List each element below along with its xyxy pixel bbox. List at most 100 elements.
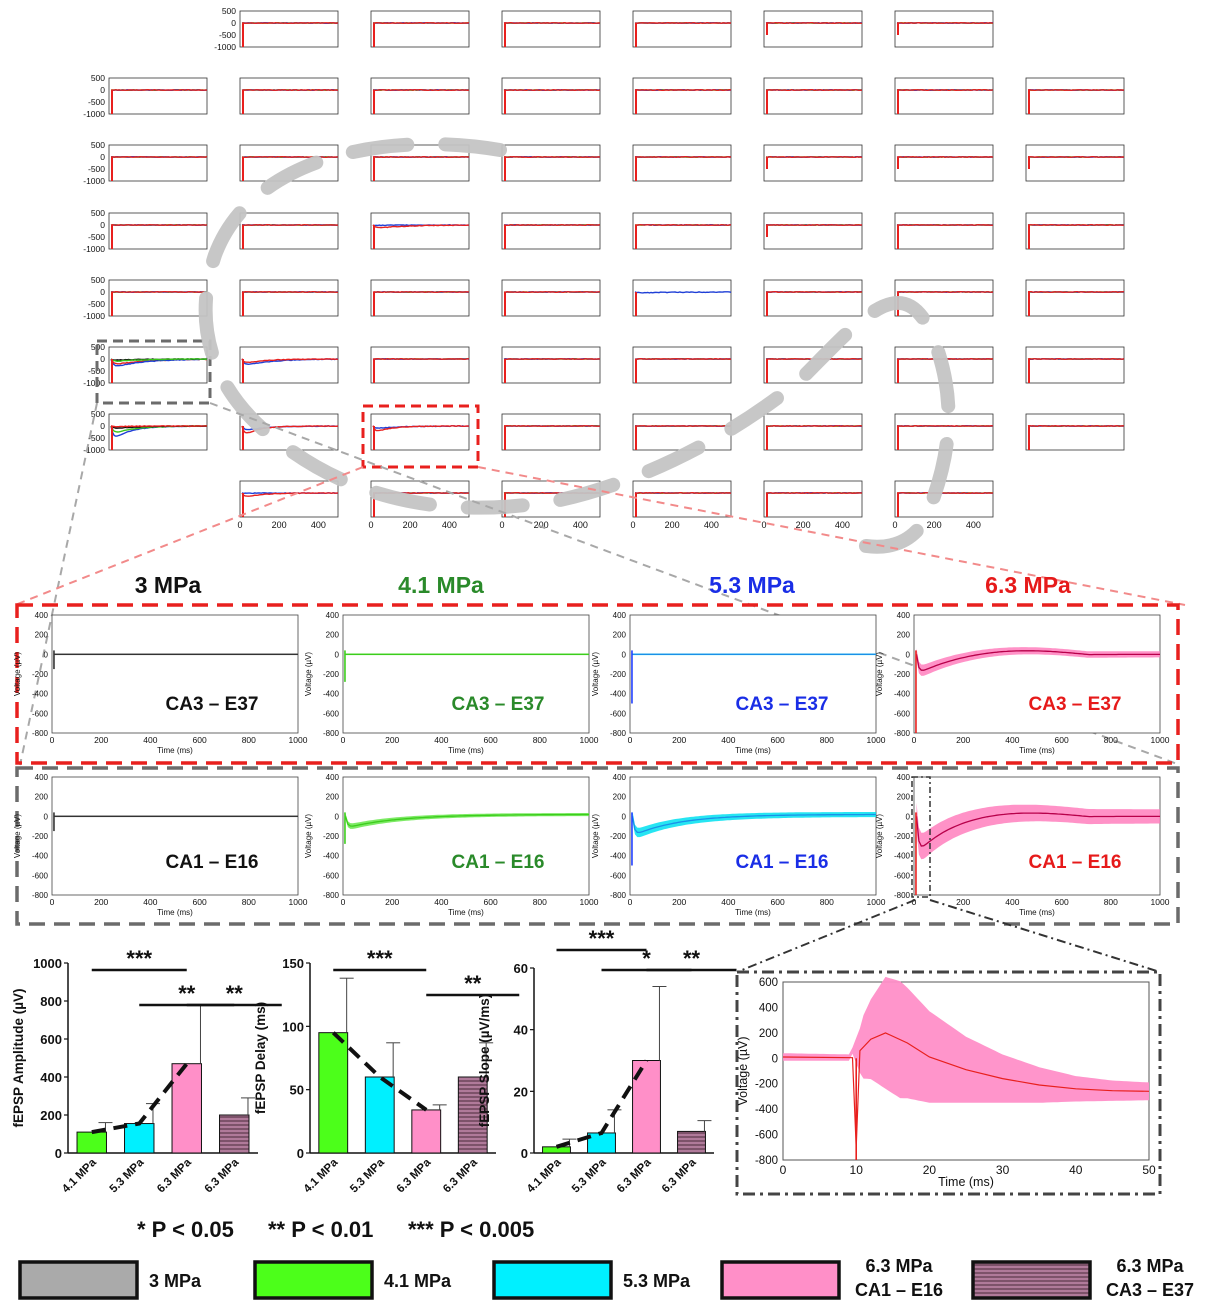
electrode-xtick: 0 [892, 520, 897, 530]
row-label-ca1-4-1: CA1 – E16 [452, 852, 545, 873]
electrode-xtick: 200 [796, 520, 811, 530]
electrode-panel [632, 346, 732, 384]
electrode-panel [632, 212, 732, 250]
electrode-xtick: 400 [573, 520, 588, 530]
electrode-xtick: 0 [237, 520, 242, 530]
row-label-ca3-4-1: CA3 – E37 [452, 694, 545, 715]
electrode-xtick: 400 [311, 520, 326, 530]
trace-xtick: 200 [956, 897, 970, 907]
trace-ylabel: Voltage (µV) [591, 652, 600, 697]
electrode-trace [503, 290, 601, 294]
legend-label: 6.3 MPa [865, 1256, 933, 1276]
trace-ylabel: Voltage (µV) [875, 652, 884, 697]
trace-xtick: 400 [434, 735, 448, 745]
electrode-trace [896, 88, 994, 92]
electrode-trace [241, 358, 339, 364]
electrode-panel [370, 77, 470, 115]
bar [76, 1131, 107, 1154]
electrode-ytick: 500 [91, 208, 105, 218]
electrode-panel [1025, 279, 1125, 317]
trace-xtick: 0 [628, 897, 633, 907]
electrode-trace [1027, 155, 1125, 159]
electrode-ytick: 500 [91, 275, 105, 285]
trace-ytick: 0 [44, 650, 49, 659]
inset-ytick: -800 [755, 1155, 778, 1167]
tissue-outline [14, 137, 1186, 766]
trace-xlabel: Time (ms) [448, 746, 484, 755]
inset-ytick: -400 [755, 1104, 778, 1116]
electrode-grid: 500 0 -500 -1000 500 0 -500 -1000 500 0 -500 -1000 5… [83, 6, 1125, 530]
trace-xtick: 0 [912, 735, 917, 745]
trace-ytick: -400 [610, 852, 627, 861]
inset-connector [736, 899, 916, 973]
electrode-trace [765, 223, 862, 227]
legend: 3 MPa 4.1 MPa 5.3 MPa 6.3 MPa CA1 – E16 6.3 M… [18, 1256, 1194, 1300]
electrode-ytick: 0 [100, 152, 105, 162]
bar [171, 1063, 202, 1154]
electrode-panel [894, 10, 994, 48]
electrode-ytick: 0 [100, 220, 105, 230]
trace-xtick: 600 [1055, 735, 1069, 745]
electrode-panel [1025, 77, 1125, 115]
trace-ylabel: Voltage (µV) [13, 814, 22, 859]
trace-xtick: 1000 [289, 897, 308, 907]
trace-xtick: 1000 [867, 735, 886, 745]
p-value-note-2: ** P < 0.01 [268, 1217, 373, 1242]
significance-stars: *** [367, 946, 393, 971]
electrode-trace [896, 223, 993, 227]
electrode-trace [634, 357, 732, 361]
inset-ylabel: Voltage (µV) [736, 1036, 750, 1105]
electrode-panel [239, 279, 339, 317]
trace-ytick: 200 [35, 793, 49, 802]
electrode-xtick: 400 [835, 520, 850, 530]
pressure-heading-3: 3 MPa [135, 572, 202, 598]
electrode-panel [239, 77, 339, 115]
bar-category-label: 4.1 MPa [60, 1156, 99, 1195]
trace-ytick: 200 [326, 793, 340, 802]
bar-ytick: 20 [514, 1084, 528, 1099]
trace-ytick: 0 [622, 650, 627, 659]
electrode-trace [896, 424, 994, 428]
trace-ytick: -800 [323, 729, 340, 738]
electrode-panel [501, 212, 601, 250]
electrode-panel [763, 279, 863, 317]
inset-xtick: 50 [1142, 1163, 1156, 1177]
trace-xtick: 0 [50, 735, 55, 745]
bar-ytick: 200 [40, 1108, 62, 1123]
electrode-panel [370, 10, 470, 48]
electrode-trace [372, 357, 469, 361]
trace-ytick: -600 [894, 871, 911, 880]
row-label-ca1-3: CA1 – E16 [166, 852, 259, 873]
ca3-group-box [15, 603, 1180, 765]
trace-ytick: 200 [897, 793, 911, 802]
red-highlight-box [361, 404, 480, 469]
bar-category-label: 6.3 MPa [441, 1156, 480, 1195]
bar-category-label: 6.3 MPa [395, 1156, 434, 1195]
electrode-panel [501, 279, 601, 317]
trace-ytick: -400 [32, 690, 49, 699]
electrode-trace [1027, 223, 1125, 227]
bar-ytick: 0 [297, 1146, 304, 1161]
trace-ytick: 400 [35, 773, 49, 782]
electrode-trace [896, 155, 994, 159]
electrode-ytick: 0 [100, 287, 105, 297]
bar-ylabel: fEPSP Amplitude (µV) [11, 988, 26, 1127]
inset-band [783, 976, 1149, 1103]
connector-line [14, 466, 364, 606]
significance-stars: ** [226, 981, 244, 1006]
bar [457, 1076, 488, 1154]
trace-mean [631, 813, 876, 834]
significance-stars: ** [178, 981, 196, 1006]
legend-label: 3 MPa [149, 1271, 202, 1291]
bar [124, 1123, 155, 1154]
trace-panel [342, 776, 590, 896]
electrode-xtick: 0 [630, 520, 635, 530]
electrode-trace [110, 290, 208, 294]
electrode-ytick: -1000 [83, 378, 105, 388]
electrode-xtick: 200 [403, 520, 418, 530]
bar [411, 1109, 442, 1154]
trace-ytick: -400 [32, 852, 49, 861]
electrode-panel [370, 279, 470, 317]
bar-ytick: 0 [521, 1146, 528, 1161]
